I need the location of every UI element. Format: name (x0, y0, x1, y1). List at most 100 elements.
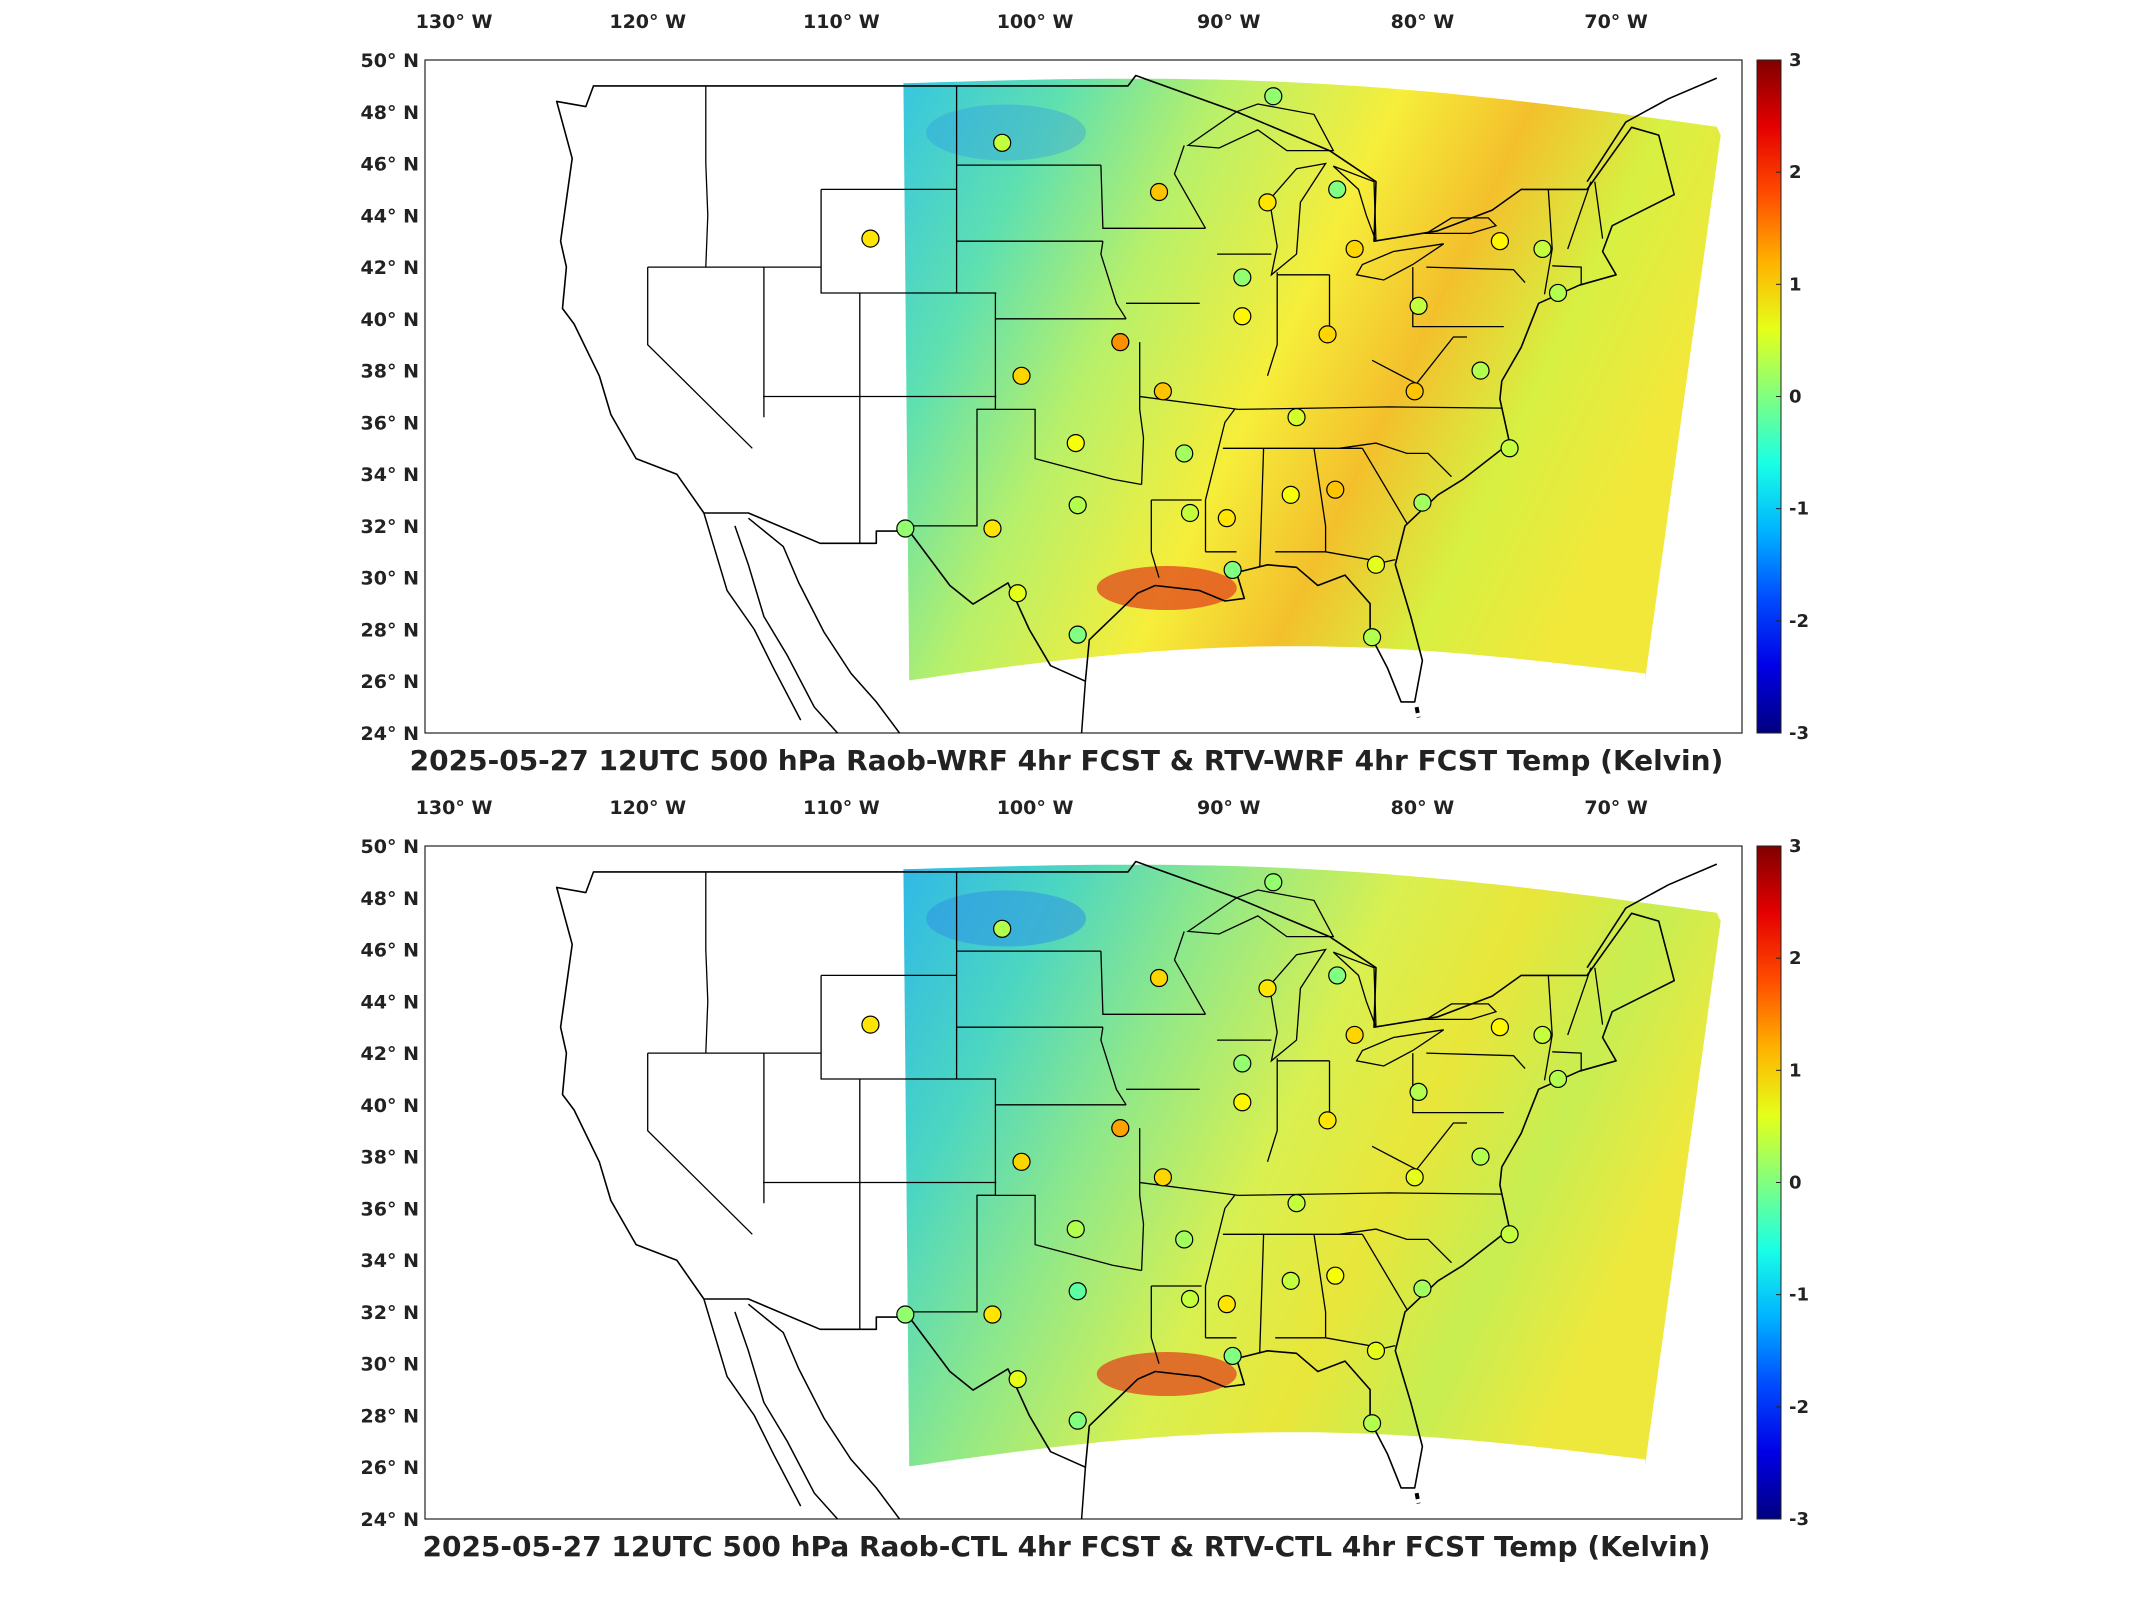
mexico-coastline (703, 512, 802, 721)
mexico-coastline (747, 517, 901, 734)
longitude-tick-label: 70° W (1584, 11, 1648, 33)
raob-station-marker (1490, 1018, 1510, 1037)
great-lake-shoreline (1186, 103, 1335, 152)
state-border (977, 1194, 1142, 1272)
colorbar-tick-label: 0 (1789, 387, 1802, 408)
latitude-tick-label: 50° N (361, 836, 419, 858)
raob-station-marker (1233, 307, 1252, 326)
top-panel-title: 2025-05-27 12UTC 500 hPa Raob-WRF 4hr FC… (409, 744, 1724, 777)
raob-station-marker (1490, 232, 1510, 251)
state-border (1339, 442, 1452, 478)
florida-keys (1414, 1492, 1421, 1504)
raob-station-marker (1180, 1289, 1200, 1309)
raob-station-marker (1413, 1279, 1432, 1298)
state-border (1100, 165, 1206, 229)
latitude-tick-label: 48° N (361, 102, 419, 124)
bottom-map: 130° W 120° W 110° W 100° W 90° W 80° W 70° W 5… (361, 797, 1809, 1531)
state-border (1100, 951, 1206, 1015)
raob-station-marker (1405, 1168, 1424, 1187)
latitude-tick-label: 32° N (361, 516, 419, 538)
longitude-tick-label: 80° W (1391, 11, 1455, 33)
raob-station-marker (1366, 555, 1386, 574)
longitude-tick-label: 80° W (1391, 797, 1455, 819)
state-border (1266, 272, 1278, 376)
raob-station-marker (1233, 268, 1252, 287)
latitude-tick-label: 24° N (361, 1509, 419, 1531)
longitude-tick-label: 110° W (803, 11, 880, 33)
longitude-tick-label: 90° W (1197, 797, 1261, 819)
raob-station-marker (1233, 1093, 1252, 1112)
longitude-tick-label: 120° W (609, 11, 686, 33)
raob-station-marker (1175, 1230, 1194, 1249)
longitude-tick-label: 90° W (1197, 11, 1261, 33)
raob-station-marker (1068, 1411, 1087, 1430)
colorbar-tick-label: 1 (1789, 274, 1802, 295)
longitude-tick-label: 110° W (803, 797, 880, 819)
state-border (1139, 1128, 1239, 1197)
state-border (1100, 1027, 1127, 1106)
longitude-tick-label: 100° W (997, 11, 1074, 33)
raob-station-marker (1326, 480, 1345, 499)
raob-station-marker (993, 919, 1012, 938)
state-border (1371, 336, 1467, 385)
latitude-tick-label: 42° N (361, 1043, 419, 1065)
raob-station-marker (1008, 584, 1027, 603)
state-border (1552, 1051, 1582, 1072)
latitude-tick-label: 36° N (361, 412, 419, 434)
raob-station-marker (1318, 325, 1337, 344)
latitude-tick-label: 34° N (361, 464, 419, 486)
state-border (1594, 967, 1604, 1025)
raob-station-marker (1012, 366, 1031, 385)
latitude-tick-label: 42° N (361, 257, 419, 279)
raob-station-marker (1548, 1069, 1568, 1089)
mexico-coastline (734, 525, 839, 734)
state-border (1204, 409, 1236, 552)
state-border (1426, 1052, 1526, 1070)
latitude-tick-label: 40° N (361, 1095, 419, 1117)
state-border (1139, 342, 1239, 411)
colorbar-tick-label: -1 (1789, 499, 1809, 520)
raob-station-marker (1362, 1414, 1382, 1433)
top-map: 130° W 120° W 110° W 100° W 90° W 80° W 70° W 5… (361, 11, 1809, 745)
great-lake-shoreline (1424, 1003, 1498, 1021)
state-border (647, 1053, 753, 1235)
raob-station-marker (993, 133, 1012, 152)
state-border (1361, 1233, 1408, 1310)
state-border (1150, 500, 1160, 578)
raob-station-marker (1223, 560, 1242, 580)
raob-station-marker (1012, 1152, 1031, 1171)
raob-station-marker (1328, 966, 1347, 985)
model-domain-field (903, 78, 1721, 681)
latitude-tick-label: 38° N (361, 361, 419, 383)
latitude-tick-label: 26° N (361, 1457, 419, 1479)
raob-station-marker (1223, 1346, 1242, 1366)
bottom-panel: 130° W 120° W 110° W 100° W 90° W 80° W 70° W 5… (0, 786, 2133, 1586)
raob-station-marker (1180, 503, 1200, 523)
state-border (1139, 396, 1145, 485)
latitude-tick-label: 40° N (361, 309, 419, 331)
raob-station-marker (1533, 1025, 1552, 1045)
colorbar-tick-label: 3 (1789, 50, 1802, 71)
state-border (1361, 447, 1408, 524)
great-lake-shoreline (1355, 243, 1445, 281)
raob-station-marker (1413, 493, 1432, 512)
raob-station-marker (1548, 283, 1568, 303)
raob-station-marker (1500, 1225, 1519, 1244)
latitude-tick-label: 34° N (361, 1250, 419, 1272)
raob-station-marker (1345, 239, 1364, 259)
latitude-tick-label: 24° N (361, 723, 419, 745)
raob-station-marker (1281, 485, 1300, 504)
state-border (1259, 448, 1265, 568)
state-border (1275, 448, 1327, 553)
state-border (1266, 1058, 1278, 1162)
latitude-tick-label: 26° N (361, 671, 419, 693)
mexico-coastline (734, 1311, 839, 1520)
colorbar-tick-label: -3 (1789, 1509, 1809, 1530)
raob-station-marker (1068, 625, 1087, 644)
latitude-tick-label: 30° N (361, 1354, 419, 1376)
state-border (1552, 265, 1582, 286)
mexico-coastline (1080, 681, 1087, 734)
colorbar-tick-label: -3 (1789, 723, 1809, 744)
latitude-tick-label: 44° N (361, 991, 419, 1013)
raob-station-marker (1318, 1111, 1337, 1130)
